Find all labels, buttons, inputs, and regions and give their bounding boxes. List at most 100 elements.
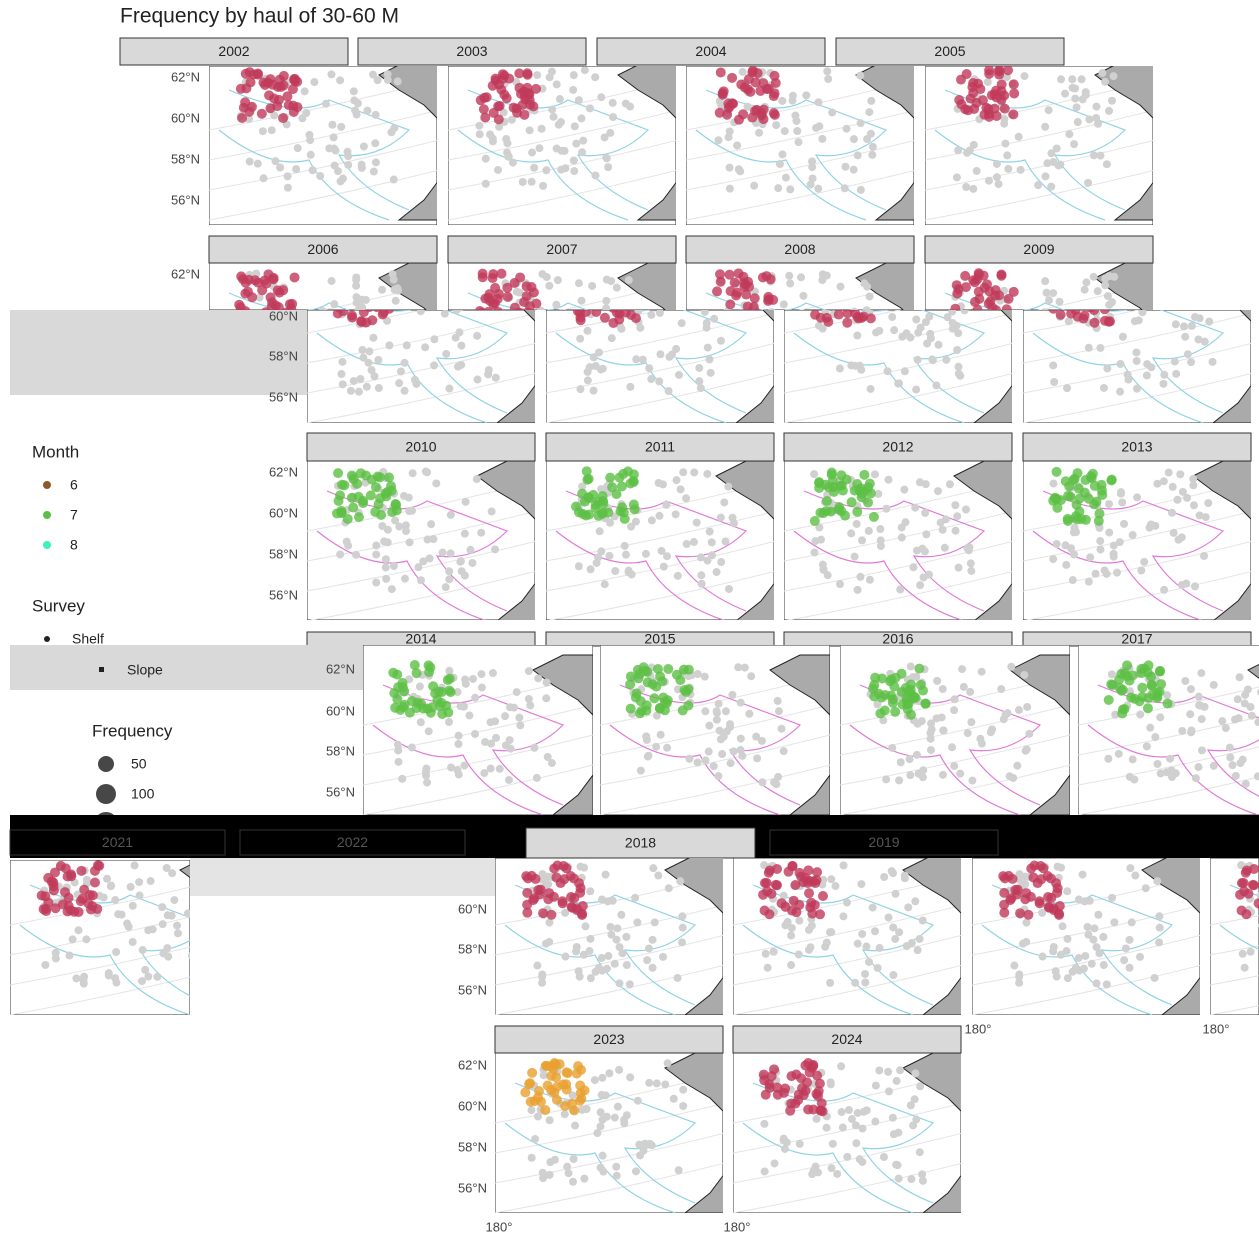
haul-dot — [776, 160, 784, 168]
haul-dot — [586, 887, 594, 895]
catch-dot — [398, 702, 408, 712]
haul-dot — [170, 896, 178, 904]
haul-dot — [580, 951, 588, 959]
catch-dot — [278, 285, 288, 295]
catch-dot — [499, 90, 509, 100]
haul-dot — [1191, 582, 1199, 590]
catch-dot — [766, 889, 776, 899]
haul-dot — [1208, 273, 1216, 281]
catch-dot — [725, 101, 735, 111]
haul-dot — [760, 1120, 768, 1128]
haul-dot — [572, 140, 580, 148]
catch-dot — [485, 296, 495, 306]
haul-dot — [937, 519, 945, 527]
haul-dot — [1034, 181, 1042, 189]
catch-dot — [347, 493, 357, 503]
catch-dot — [858, 311, 868, 321]
haul-dot — [1119, 333, 1127, 341]
haul-dot — [401, 387, 409, 395]
haul-dot — [857, 186, 865, 194]
haul-dot — [872, 1082, 880, 1090]
catch-dot — [620, 514, 630, 524]
haul-dot — [1063, 935, 1071, 943]
haul-dot — [703, 324, 711, 332]
haul-dot — [1128, 918, 1136, 926]
haul-dot — [906, 771, 914, 779]
haul-dot — [836, 283, 844, 291]
catch-dot — [1072, 500, 1082, 510]
catch-dot — [573, 1061, 583, 1071]
haul-dot — [645, 944, 653, 952]
haul-dot — [505, 776, 513, 784]
haul-dot — [685, 755, 693, 763]
haul-dot — [1157, 769, 1165, 777]
haul-dot — [914, 329, 922, 337]
catch-dot — [559, 874, 569, 884]
catch-dot — [1107, 475, 1117, 485]
catch-dot — [1147, 680, 1157, 690]
catch-dot — [794, 1089, 804, 1099]
haul-dot — [927, 746, 935, 754]
haul-dot — [457, 342, 465, 350]
haul-dot — [580, 1175, 588, 1183]
haul-dot — [853, 332, 861, 340]
haul-dot — [997, 685, 1005, 693]
catch-dot — [847, 497, 857, 507]
haul-dot — [1197, 669, 1205, 677]
haul-dot — [843, 899, 851, 907]
strip-label: 2022 — [337, 834, 368, 850]
haul-dot — [631, 894, 639, 902]
haul-dot — [1156, 713, 1164, 721]
haul-dot — [129, 902, 137, 910]
haul-dot — [966, 146, 974, 154]
haul-dot — [919, 766, 927, 774]
haul-dot — [525, 695, 533, 703]
catch-dot — [771, 880, 781, 890]
haul-dot — [439, 549, 447, 557]
haul-dot — [1049, 947, 1057, 955]
catch-dot — [607, 482, 617, 492]
catch-dot — [675, 675, 685, 685]
haul-dot — [1201, 338, 1209, 346]
catch-dot — [1155, 687, 1165, 697]
haul-dot — [946, 480, 954, 488]
haul-dot — [1171, 358, 1179, 366]
haul-dot — [865, 958, 873, 966]
catch-dot — [1015, 908, 1025, 918]
lat-label: 56°N — [458, 1180, 487, 1195]
haul-dot — [365, 347, 373, 355]
haul-dot — [679, 924, 687, 932]
haul-dot — [856, 72, 864, 80]
haul-dot — [775, 707, 783, 715]
haul-dot — [1009, 774, 1017, 782]
catch-dot — [289, 107, 299, 117]
haul-dot — [914, 946, 922, 954]
catch-dot — [712, 286, 722, 296]
haul-dot — [1108, 298, 1116, 306]
catch-dot — [1021, 888, 1031, 898]
catch-dot — [391, 500, 401, 510]
haul-dot — [892, 1161, 900, 1169]
haul-dot — [912, 1115, 920, 1123]
haul-dot — [316, 172, 324, 180]
haul-dot — [663, 744, 671, 752]
haul-dot — [350, 87, 358, 95]
haul-dot — [422, 468, 430, 476]
haul-dot — [1004, 165, 1012, 173]
haul-dot — [496, 765, 504, 773]
haul-dot — [856, 573, 864, 581]
haul-dot — [647, 375, 655, 383]
catch-dot — [250, 275, 260, 285]
haul-dot — [1143, 371, 1151, 379]
haul-dot — [602, 154, 610, 162]
haul-dot — [602, 297, 610, 305]
haul-dot — [1086, 553, 1094, 561]
haul-dot — [781, 127, 789, 135]
strip-label: 2012 — [882, 439, 913, 455]
haul-dot — [1168, 509, 1176, 517]
haul-dot — [1118, 498, 1126, 506]
strip-label: 2008 — [784, 241, 815, 257]
haul-dot — [542, 694, 550, 702]
haul-dot — [827, 1078, 835, 1086]
catch-dot — [512, 103, 522, 113]
